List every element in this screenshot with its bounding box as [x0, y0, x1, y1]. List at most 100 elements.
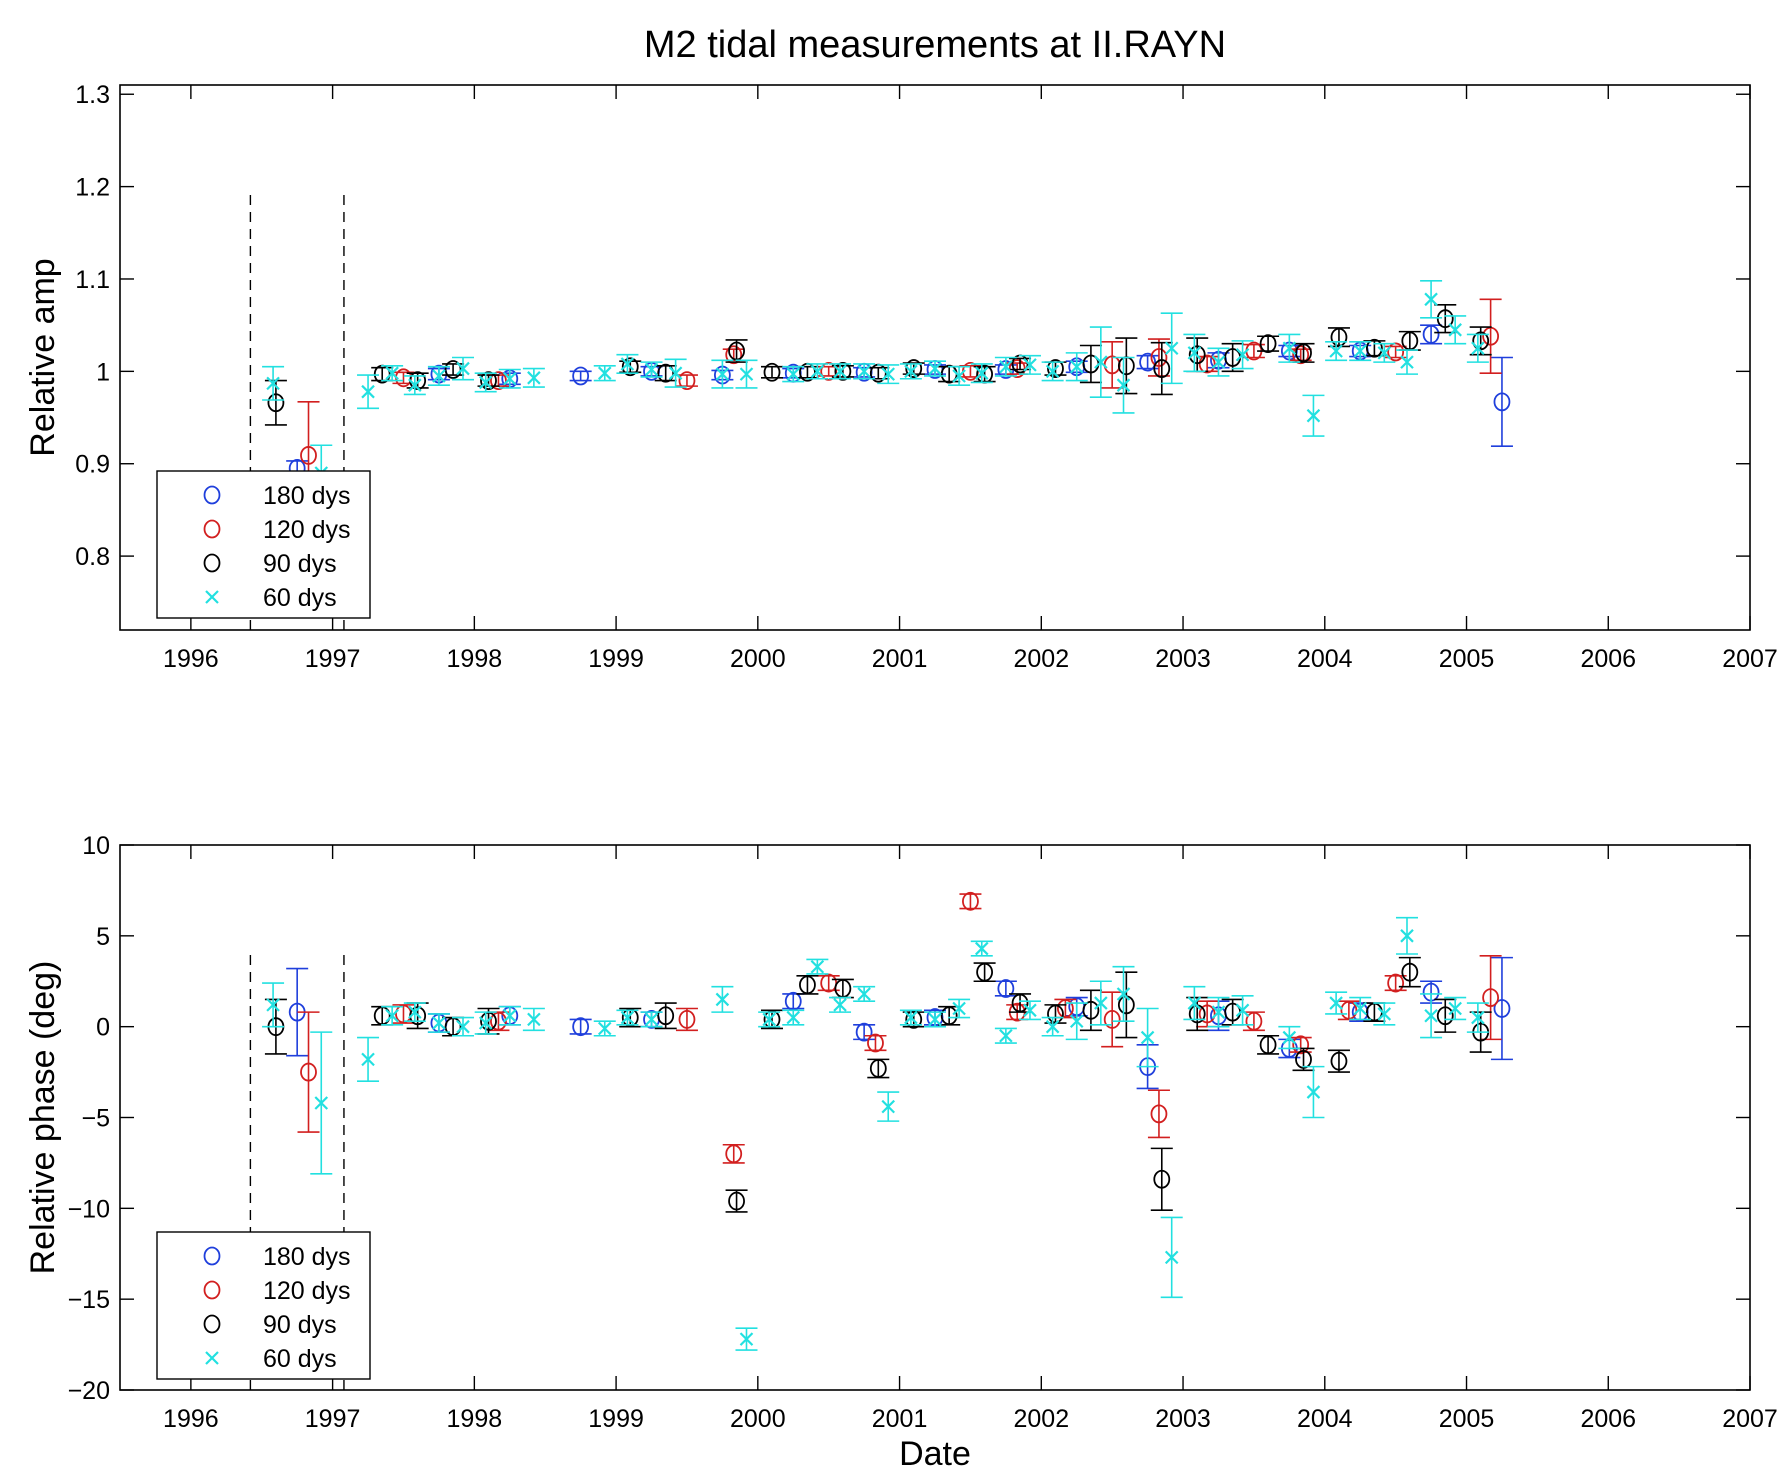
data-point — [1094, 355, 1108, 369]
legend-marker — [205, 590, 219, 604]
data-point — [1330, 1051, 1348, 1071]
x-tick-label: 2004 — [1297, 1405, 1353, 1433]
data-point — [314, 1096, 329, 1110]
data-point — [1164, 1250, 1179, 1265]
data-point — [1082, 1000, 1100, 1020]
legend: 180 dys 120 dys 90 dys 60 dys — [156, 470, 371, 619]
data-point — [904, 1010, 918, 1025]
x-tick-label: 2003 — [1155, 645, 1211, 673]
x-tick-label: 1996 — [163, 1405, 219, 1433]
data-point — [678, 1010, 696, 1029]
legend-marker — [203, 1314, 221, 1334]
data-point — [1401, 962, 1419, 982]
data-point — [1282, 341, 1297, 356]
data-point — [962, 891, 979, 911]
y-tick-label: 5 — [96, 923, 110, 951]
x-tick-label: 1996 — [163, 645, 219, 673]
legend-label: 90 dys — [263, 550, 337, 578]
x-tick-label: 2001 — [872, 645, 928, 673]
legend-label: 60 dys — [263, 1345, 337, 1373]
data-point — [1448, 323, 1462, 337]
data-point — [657, 363, 675, 383]
y-tick-label: 0.9 — [75, 451, 110, 479]
y-tick-label: 1.3 — [75, 81, 110, 109]
data-point — [1482, 988, 1500, 1007]
data-point — [572, 1017, 590, 1037]
legend-label: 120 dys — [263, 1277, 351, 1305]
data-point — [952, 1001, 966, 1016]
data-point — [478, 375, 493, 390]
data-point — [266, 376, 280, 391]
legend-label: 90 dys — [263, 1311, 337, 1339]
data-point — [527, 1012, 541, 1027]
x-tick-label: 1999 — [588, 1405, 644, 1433]
series-60-dys — [262, 916, 1489, 1351]
data-point — [620, 1010, 635, 1025]
data-point — [597, 1021, 612, 1036]
x-tick-label: 2002 — [1013, 645, 1069, 673]
data-point — [503, 371, 517, 386]
plot-frame — [119, 84, 1751, 631]
data-point — [1471, 341, 1485, 356]
data-point — [928, 361, 942, 376]
data-point — [361, 384, 375, 399]
data-point — [999, 359, 1013, 374]
amplitude-panel: 1996 1997 1998 1999 2000 2001 2002 2003 2004 2005… — [24, 81, 1778, 673]
data-point — [300, 446, 317, 465]
data-point — [1150, 348, 1168, 367]
figure-title: M2 tidal measurements at II.RAYN — [644, 24, 1226, 66]
data-point — [763, 362, 781, 382]
y-axis-label: Relative amp — [24, 258, 62, 456]
data-point — [1211, 355, 1226, 369]
data-point — [1023, 1003, 1037, 1018]
data-point — [1493, 392, 1511, 412]
data-point — [1211, 1005, 1226, 1019]
data-point — [1187, 346, 1202, 360]
data-point — [786, 367, 801, 381]
data-point — [997, 979, 1015, 998]
x-tick-label: 2005 — [1439, 1405, 1495, 1433]
data-point — [1150, 1104, 1168, 1124]
legend-marker — [203, 1246, 221, 1266]
x-tick-label: 2001 — [872, 1405, 928, 1433]
data-point — [1422, 325, 1440, 344]
legend-marker — [205, 1351, 219, 1365]
data-point — [1295, 1049, 1312, 1069]
data-point — [300, 1062, 317, 1082]
data-point — [763, 1010, 781, 1029]
data-point — [1377, 346, 1392, 360]
data-point — [904, 364, 918, 379]
data-point — [1424, 292, 1438, 307]
data-point — [1353, 344, 1367, 358]
data-point — [974, 941, 989, 956]
legend-marker — [203, 1280, 221, 1300]
data-point — [799, 975, 816, 995]
data-point — [1353, 1001, 1367, 1016]
data-point — [408, 1005, 422, 1019]
data-point — [678, 371, 696, 390]
x-tick-label: 1997 — [305, 1405, 361, 1433]
data-point — [490, 371, 507, 390]
legend-label: 120 dys — [263, 516, 351, 544]
x-tick-label: 2006 — [1580, 1405, 1636, 1433]
phase-panel: 1996 1997 1998 1999 2000 2001 2002 2003 2004 2005… — [24, 832, 1778, 1473]
x-tick-label: 2005 — [1439, 645, 1495, 673]
data-point — [833, 998, 847, 1012]
data-point — [1187, 996, 1202, 1010]
legend-marker — [203, 519, 221, 539]
data-point — [857, 364, 871, 379]
data-point — [833, 364, 847, 379]
data-point — [1139, 352, 1157, 372]
data-point — [1047, 359, 1064, 378]
series-60-dys — [262, 280, 1489, 502]
data-point — [739, 1332, 754, 1346]
data-point — [1377, 1007, 1392, 1021]
data-point — [385, 366, 399, 380]
legend-label: 180 dys — [263, 1243, 351, 1271]
data-point — [1329, 344, 1343, 358]
y-tick-label: 1 — [96, 358, 110, 386]
data-layer — [249, 195, 1513, 630]
y-tick-label: −15 — [68, 1286, 110, 1314]
data-point — [928, 1012, 942, 1027]
